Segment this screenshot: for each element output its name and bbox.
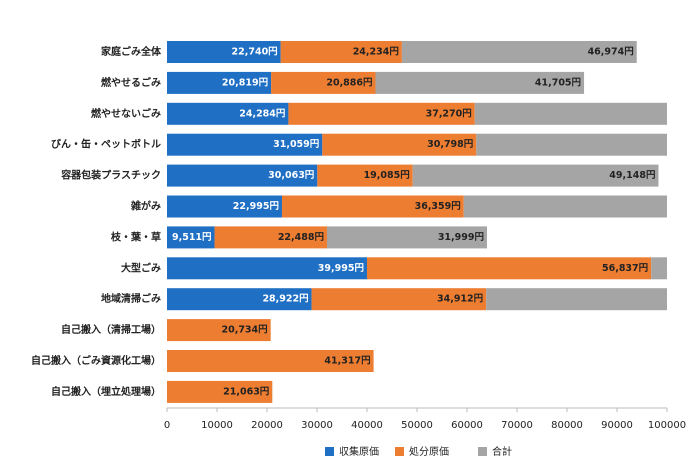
legend-swatch: [478, 447, 487, 456]
value-label: 37,270円: [426, 108, 472, 119]
bar-segment: [167, 164, 318, 187]
bar-segment: [326, 226, 487, 249]
bar-segment: [167, 350, 374, 372]
value-label: 24,234円: [353, 47, 399, 58]
value-label: 9,511円: [172, 232, 212, 243]
x-tick-label: 10000: [201, 420, 233, 431]
bar-segment: [288, 102, 475, 125]
bar-segment: [322, 133, 477, 156]
value-label: 56,837円: [602, 263, 648, 274]
x-tick-label: 0: [164, 420, 170, 431]
value-label: 34,912円: [437, 294, 483, 305]
bar-segment: [412, 164, 659, 187]
value-label: 22,740円: [232, 47, 278, 58]
x-tick-label: 60000: [451, 420, 483, 431]
value-label: 20,886円: [326, 77, 372, 88]
value-label: 30,798円: [427, 139, 473, 150]
value-label: 19,085円: [364, 170, 410, 181]
value-label: 31,059円: [273, 139, 319, 150]
bar-segment: [167, 319, 271, 342]
x-tick-label: 40000: [351, 420, 383, 431]
bar-segment: [476, 133, 667, 156]
bar-segment: [271, 71, 376, 94]
bar-segment: [401, 41, 637, 63]
value-label: 36,359円: [415, 201, 461, 212]
category-label: 大型ごみ: [121, 261, 161, 274]
bar-segment: [167, 380, 273, 403]
x-tick-label: 80000: [551, 420, 583, 431]
x-tick-label: 70000: [501, 420, 533, 431]
bar-segment: [167, 102, 289, 125]
value-label: 22,488円: [278, 232, 324, 243]
legend-label: 収集原価: [339, 445, 379, 458]
bar-segment: [474, 102, 667, 125]
value-label: 24,284円: [239, 108, 285, 119]
plot-area: [167, 41, 667, 403]
bar-segment: [167, 226, 215, 249]
value-label: 22,995円: [233, 201, 279, 212]
bar-segment: [366, 257, 652, 280]
x-tick-label: 20000: [251, 420, 283, 431]
bar-segment: [167, 71, 272, 94]
category-label: 燃やせないごみ: [91, 107, 161, 120]
value-label: 49,148円: [609, 170, 655, 181]
bar-segment: [317, 164, 413, 187]
value-label: 30,063円: [268, 170, 314, 181]
category-label: 容器包装プラスチック: [60, 169, 161, 182]
category-label: 自己搬入（清掃工場）: [61, 323, 161, 336]
bar-segment: [651, 257, 667, 280]
bar-segment: [463, 195, 667, 218]
category-label: 地域清掃ごみ: [101, 292, 161, 305]
x-tick-label: 30000: [301, 420, 333, 431]
x-tick-label: 90000: [601, 420, 633, 431]
bar-segment: [167, 133, 323, 156]
value-label: 41,317円: [324, 356, 370, 367]
bar-segment: [167, 288, 312, 311]
bar-segment: [280, 41, 402, 63]
value-label: 41,705円: [535, 77, 581, 88]
value-label: 21,063円: [223, 386, 269, 397]
legend-swatch: [395, 447, 404, 456]
category-label: 枝・葉・草: [110, 230, 161, 243]
bar-segment: [167, 195, 282, 218]
legend-label: 処分原価: [409, 445, 449, 458]
legend-swatch: [325, 447, 334, 456]
value-label: 39,995円: [318, 263, 364, 274]
value-label: 20,819円: [222, 77, 268, 88]
x-tick-label: 50000: [401, 420, 433, 431]
category-label: びん・缶・ペットボトル: [51, 138, 161, 151]
x-tick-label: 100000: [648, 420, 686, 431]
bar-segment: [486, 288, 667, 311]
category-label: 自己搬入（埋立処理場）: [51, 385, 161, 398]
value-label: 31,999円: [438, 232, 484, 243]
category-label: 自己搬入（ごみ資源化工場）: [31, 354, 161, 367]
bar-segment: [375, 71, 585, 94]
bar-segment: [281, 195, 464, 218]
bar-segment: [214, 226, 327, 249]
category-label: 燃やせるごみ: [101, 76, 161, 89]
value-label: 46,974円: [588, 47, 634, 58]
value-label: 28,922円: [262, 294, 308, 305]
legend-label: 合計: [492, 445, 512, 458]
bar-segment: [167, 41, 281, 63]
bar-segment: [311, 288, 487, 311]
category-label: 家庭ごみ全体: [101, 45, 162, 58]
value-label: 20,734円: [221, 325, 267, 336]
category-label: 雑がみ: [130, 200, 161, 213]
bar-segment: [167, 257, 367, 280]
